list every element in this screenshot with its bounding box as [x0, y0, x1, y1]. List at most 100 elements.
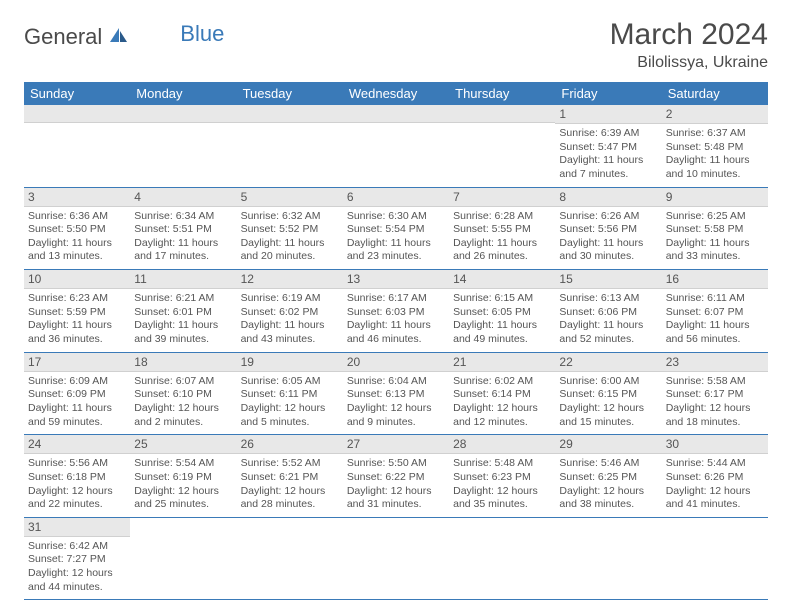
- day-cell: 16Sunrise: 6:11 AMSunset: 6:07 PMDayligh…: [662, 270, 768, 353]
- day-number: 5: [237, 188, 343, 207]
- day-cell: [662, 517, 768, 600]
- day-number: 6: [343, 188, 449, 207]
- day-number: 22: [555, 353, 661, 372]
- day-cell: 24Sunrise: 5:56 AMSunset: 6:18 PMDayligh…: [24, 435, 130, 518]
- week-row: 24Sunrise: 5:56 AMSunset: 6:18 PMDayligh…: [24, 435, 768, 518]
- day-cell: 22Sunrise: 6:00 AMSunset: 6:15 PMDayligh…: [555, 352, 661, 435]
- day-info: Sunrise: 6:21 AMSunset: 6:01 PMDaylight:…: [130, 289, 236, 352]
- day-cell: [130, 517, 236, 600]
- logo-text-general: General: [24, 24, 102, 50]
- day-cell: 10Sunrise: 6:23 AMSunset: 5:59 PMDayligh…: [24, 270, 130, 353]
- day-number: 19: [237, 353, 343, 372]
- day-cell: 27Sunrise: 5:50 AMSunset: 6:22 PMDayligh…: [343, 435, 449, 518]
- day-cell: 31Sunrise: 6:42 AMSunset: 7:27 PMDayligh…: [24, 517, 130, 600]
- day-number: 9: [662, 188, 768, 207]
- day-info: Sunrise: 5:56 AMSunset: 6:18 PMDaylight:…: [24, 454, 130, 517]
- day-cell: 4Sunrise: 6:34 AMSunset: 5:51 PMDaylight…: [130, 187, 236, 270]
- page-title: March 2024: [610, 18, 768, 52]
- day-info: Sunrise: 6:42 AMSunset: 7:27 PMDaylight:…: [24, 537, 130, 600]
- logo-text-blue: Blue: [180, 21, 224, 47]
- day-info: Sunrise: 6:05 AMSunset: 6:11 PMDaylight:…: [237, 372, 343, 435]
- day-info: Sunrise: 6:00 AMSunset: 6:15 PMDaylight:…: [555, 372, 661, 435]
- day-number: 18: [130, 353, 236, 372]
- day-number: 7: [449, 188, 555, 207]
- day-number: 23: [662, 353, 768, 372]
- day-number: 17: [24, 353, 130, 372]
- day-info: Sunrise: 6:04 AMSunset: 6:13 PMDaylight:…: [343, 372, 449, 435]
- day-number: 1: [555, 105, 661, 124]
- day-cell: 18Sunrise: 6:07 AMSunset: 6:10 PMDayligh…: [130, 352, 236, 435]
- day-number: 26: [237, 435, 343, 454]
- day-cell: 30Sunrise: 5:44 AMSunset: 6:26 PMDayligh…: [662, 435, 768, 518]
- dayheader-fri: Friday: [555, 82, 661, 105]
- day-number: 4: [130, 188, 236, 207]
- location-label: Bilolissya, Ukraine: [610, 54, 768, 72]
- week-row: 3Sunrise: 6:36 AMSunset: 5:50 PMDaylight…: [24, 187, 768, 270]
- empty-daynum: [237, 105, 343, 123]
- empty-daynum: [130, 105, 236, 123]
- day-cell: 19Sunrise: 6:05 AMSunset: 6:11 PMDayligh…: [237, 352, 343, 435]
- day-cell: 11Sunrise: 6:21 AMSunset: 6:01 PMDayligh…: [130, 270, 236, 353]
- day-header-row: Sunday Monday Tuesday Wednesday Thursday…: [24, 82, 768, 105]
- day-number: 31: [24, 518, 130, 537]
- day-cell: 13Sunrise: 6:17 AMSunset: 6:03 PMDayligh…: [343, 270, 449, 353]
- day-cell: [449, 105, 555, 187]
- day-info: Sunrise: 6:28 AMSunset: 5:55 PMDaylight:…: [449, 207, 555, 270]
- day-number: 2: [662, 105, 768, 124]
- day-cell: 23Sunrise: 5:58 AMSunset: 6:17 PMDayligh…: [662, 352, 768, 435]
- day-cell: 14Sunrise: 6:15 AMSunset: 6:05 PMDayligh…: [449, 270, 555, 353]
- calendar-body: 1Sunrise: 6:39 AMSunset: 5:47 PMDaylight…: [24, 105, 768, 600]
- day-cell: 29Sunrise: 5:46 AMSunset: 6:25 PMDayligh…: [555, 435, 661, 518]
- day-info: Sunrise: 6:15 AMSunset: 6:05 PMDaylight:…: [449, 289, 555, 352]
- day-info: Sunrise: 5:52 AMSunset: 6:21 PMDaylight:…: [237, 454, 343, 517]
- day-number: 27: [343, 435, 449, 454]
- dayheader-tue: Tuesday: [237, 82, 343, 105]
- header: General Blue March 2024 Bilolissya, Ukra…: [24, 18, 768, 72]
- day-cell: 7Sunrise: 6:28 AMSunset: 5:55 PMDaylight…: [449, 187, 555, 270]
- empty-daynum: [24, 105, 130, 123]
- logo: General Blue: [24, 24, 224, 50]
- day-info: Sunrise: 6:36 AMSunset: 5:50 PMDaylight:…: [24, 207, 130, 270]
- day-cell: 21Sunrise: 6:02 AMSunset: 6:14 PMDayligh…: [449, 352, 555, 435]
- day-info: Sunrise: 6:23 AMSunset: 5:59 PMDaylight:…: [24, 289, 130, 352]
- day-info: Sunrise: 6:37 AMSunset: 5:48 PMDaylight:…: [662, 124, 768, 187]
- day-number: 29: [555, 435, 661, 454]
- day-cell: 2Sunrise: 6:37 AMSunset: 5:48 PMDaylight…: [662, 105, 768, 187]
- day-number: 14: [449, 270, 555, 289]
- day-cell: [555, 517, 661, 600]
- dayheader-mon: Monday: [130, 82, 236, 105]
- day-info: Sunrise: 5:46 AMSunset: 6:25 PMDaylight:…: [555, 454, 661, 517]
- day-info: Sunrise: 6:34 AMSunset: 5:51 PMDaylight:…: [130, 207, 236, 270]
- week-row: 31Sunrise: 6:42 AMSunset: 7:27 PMDayligh…: [24, 517, 768, 600]
- day-cell: 8Sunrise: 6:26 AMSunset: 5:56 PMDaylight…: [555, 187, 661, 270]
- day-cell: [237, 517, 343, 600]
- day-info: Sunrise: 5:48 AMSunset: 6:23 PMDaylight:…: [449, 454, 555, 517]
- day-number: 24: [24, 435, 130, 454]
- week-row: 17Sunrise: 6:09 AMSunset: 6:09 PMDayligh…: [24, 352, 768, 435]
- day-cell: [237, 105, 343, 187]
- day-number: 10: [24, 270, 130, 289]
- day-number: 15: [555, 270, 661, 289]
- day-cell: 9Sunrise: 6:25 AMSunset: 5:58 PMDaylight…: [662, 187, 768, 270]
- day-info: Sunrise: 6:25 AMSunset: 5:58 PMDaylight:…: [662, 207, 768, 270]
- title-block: March 2024 Bilolissya, Ukraine: [610, 18, 768, 72]
- day-number: 16: [662, 270, 768, 289]
- day-cell: 20Sunrise: 6:04 AMSunset: 6:13 PMDayligh…: [343, 352, 449, 435]
- day-info: Sunrise: 6:17 AMSunset: 6:03 PMDaylight:…: [343, 289, 449, 352]
- day-number: 11: [130, 270, 236, 289]
- day-info: Sunrise: 5:50 AMSunset: 6:22 PMDaylight:…: [343, 454, 449, 517]
- day-info: Sunrise: 6:19 AMSunset: 6:02 PMDaylight:…: [237, 289, 343, 352]
- day-info: Sunrise: 5:58 AMSunset: 6:17 PMDaylight:…: [662, 372, 768, 435]
- empty-daynum: [449, 105, 555, 123]
- day-cell: 5Sunrise: 6:32 AMSunset: 5:52 PMDaylight…: [237, 187, 343, 270]
- day-number: 13: [343, 270, 449, 289]
- day-info: Sunrise: 6:13 AMSunset: 6:06 PMDaylight:…: [555, 289, 661, 352]
- day-cell: [343, 105, 449, 187]
- logo-sail-icon: [108, 26, 130, 49]
- day-number: 12: [237, 270, 343, 289]
- day-number: 3: [24, 188, 130, 207]
- day-info: Sunrise: 6:30 AMSunset: 5:54 PMDaylight:…: [343, 207, 449, 270]
- day-info: Sunrise: 6:39 AMSunset: 5:47 PMDaylight:…: [555, 124, 661, 187]
- dayheader-sun: Sunday: [24, 82, 130, 105]
- day-cell: 6Sunrise: 6:30 AMSunset: 5:54 PMDaylight…: [343, 187, 449, 270]
